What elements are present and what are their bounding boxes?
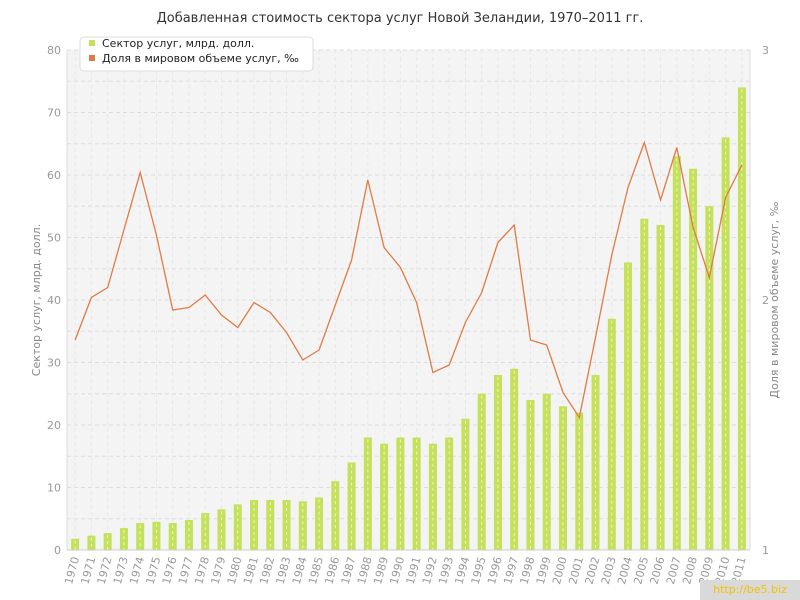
bar [282,500,291,550]
left-tick-label: 20 [47,419,61,432]
left-tick-label: 60 [47,169,61,182]
bar [201,513,210,550]
bar [380,443,389,550]
bar [266,500,275,550]
bar [624,262,633,550]
right-axis-title: Доля в мировом объеме услуг, ‰ [768,201,781,398]
bar-series [71,87,746,550]
legend-label-line: Доля в мировом объеме услуг, ‰ [102,52,299,65]
right-axis-ticks: 1 2 3 [762,44,769,557]
bar [136,523,145,550]
legend-label-bar: Сектор услуг, млрд. долл. [102,37,254,50]
bar [477,393,486,550]
right-tick-label: 3 [762,44,769,57]
watermark[interactable]: http://be5.biz [700,580,800,600]
bar [71,538,80,550]
bar [250,500,259,550]
right-tick-label: 1 [762,544,769,557]
left-tick-label: 70 [47,107,61,120]
chart-title: Добавленная стоимость сектора услуг Ново… [157,11,644,26]
legend-swatch-bar [89,40,95,46]
axes [66,50,751,551]
left-axis-title: Сектор услуг, млрд. долл. [30,224,43,376]
bar [461,418,470,550]
legend: Сектор услуг, млрд. долл. Доля в мировом… [79,36,314,72]
legend-swatch-line [89,55,95,61]
bar [347,462,356,550]
left-tick-label: 80 [47,44,61,57]
bar [607,318,616,550]
bar [558,406,567,550]
bar [656,225,665,550]
bar [87,535,96,550]
share-line [74,140,743,420]
left-tick-label: 0 [54,544,61,557]
bar [428,443,437,550]
line-series [74,140,743,420]
legend-box [79,36,314,72]
left-tick-label: 30 [47,357,61,370]
bar [298,501,307,550]
right-tick-label: 2 [762,294,769,307]
bar [542,393,551,550]
left-tick-label: 10 [47,482,61,495]
bar [510,368,519,550]
bar [168,523,177,550]
left-tick-label: 50 [47,232,61,245]
left-axis-ticks: 0 10 20 30 40 50 60 70 80 [47,44,61,557]
left-tick-label: 40 [47,294,61,307]
